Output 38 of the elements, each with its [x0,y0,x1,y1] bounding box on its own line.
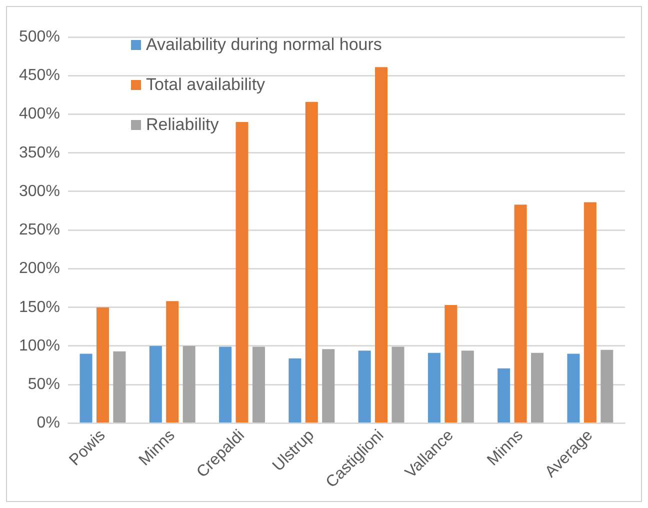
bar [600,350,614,422]
bar [358,350,371,422]
y-tick-label: 300% [19,182,60,200]
bar [252,346,265,422]
bar [444,305,458,422]
bar [428,352,440,422]
bar [461,350,474,422]
bar [322,349,335,422]
y-tick-label: 350% [19,144,60,162]
y-tick-label: 0% [36,414,60,432]
bar [96,307,110,422]
y-tick-label: 400% [19,106,60,123]
bar [166,301,179,422]
y-tick-label: 150% [19,298,60,316]
bar [530,352,544,422]
bar [375,67,388,422]
y-tick-label: 200% [19,260,60,278]
y-tick-label: 450% [19,67,60,84]
legend-label: Reliability [146,115,219,135]
bar [236,122,248,422]
bar [113,351,126,422]
bar [584,202,596,422]
bar [182,346,196,422]
legend-label: Total availability [146,75,266,95]
bar [219,346,232,422]
y-tick-label: 50% [28,376,60,394]
bar [392,346,404,422]
bar [80,354,92,422]
bar [498,368,510,422]
bar [305,102,318,422]
y-tick-label: 500% [19,28,60,46]
bar [567,354,580,422]
bar [288,358,302,422]
legend-label: Availability during normal hours [146,35,382,55]
bar [149,346,162,422]
y-tick-label: 100% [19,337,60,354]
y-tick-label: 250% [19,222,60,239]
bar [514,204,527,422]
